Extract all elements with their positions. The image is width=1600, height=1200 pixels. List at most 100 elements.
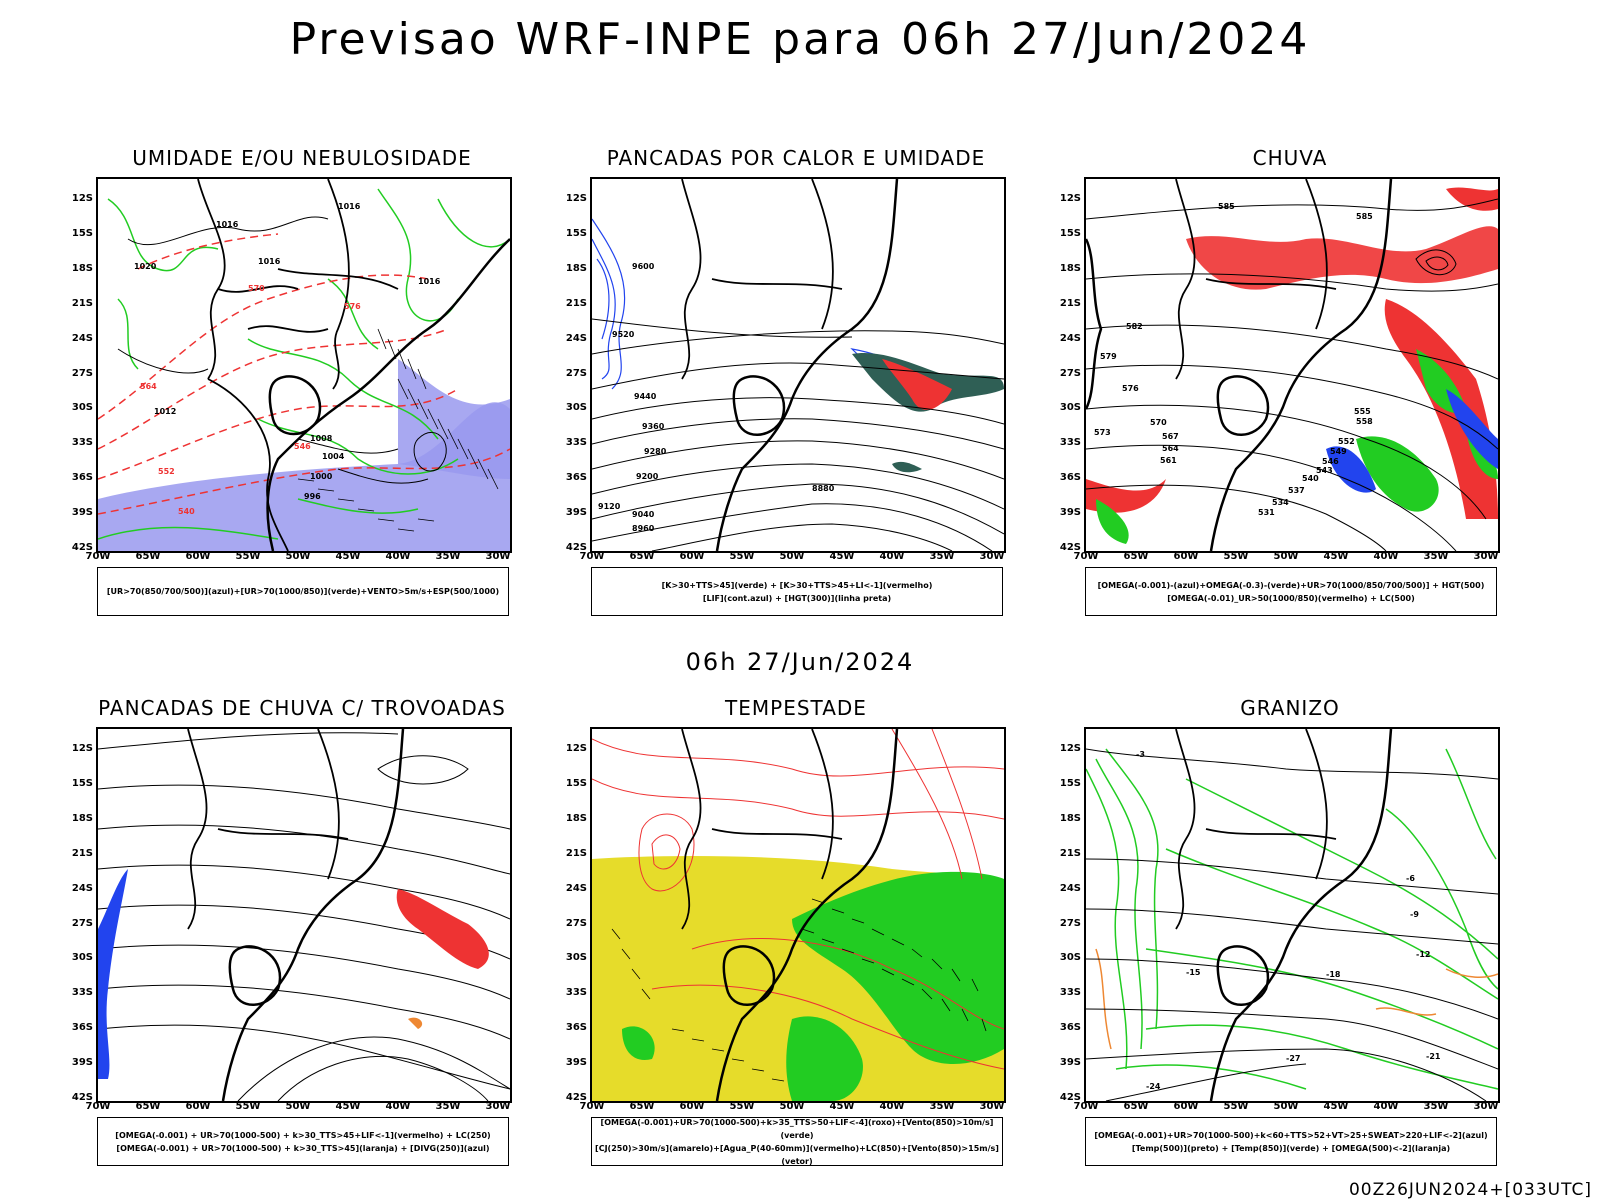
- lon-tick-label: 55W: [729, 551, 755, 562]
- lon-tick-label: 45W: [1323, 1101, 1349, 1112]
- legend-line: [LIF](cont.azul) + [HGT(300)](linha pret…: [702, 593, 892, 603]
- contour-label: 540: [1302, 474, 1319, 483]
- contour-label: 570: [248, 284, 265, 293]
- lat-tick-label: 27S: [71, 917, 93, 929]
- lon-tick-label: 45W: [335, 1101, 361, 1112]
- lat-tick-label: 33S: [1059, 987, 1081, 999]
- contour-label: 558: [1356, 417, 1373, 426]
- lat-tick-label: 33S: [565, 987, 587, 999]
- contour-label: 582: [1126, 322, 1143, 331]
- contour-label: 996: [304, 492, 321, 501]
- lon-tick-label: 65W: [629, 1101, 655, 1112]
- contour-label: 561: [1160, 456, 1177, 465]
- contour-label: 9600: [632, 262, 655, 271]
- lat-tick-label: 27S: [71, 367, 93, 379]
- lon-tick-label: 50W: [1273, 1101, 1299, 1112]
- contour-label: 1016: [418, 277, 441, 286]
- contour-label: -12: [1416, 950, 1430, 959]
- lon-tick-label: 65W: [135, 1101, 161, 1112]
- lon-tick-label: 35W: [435, 1101, 461, 1112]
- panel-title-pancadas-calor: PANCADAS POR CALOR E UMIDADE: [606, 146, 986, 170]
- panel-title-chuva: CHUVA: [1252, 146, 1328, 170]
- contour-label: -27: [1286, 1054, 1300, 1063]
- lat-tick-label: 30S: [71, 952, 93, 964]
- lon-tick-label: 70W: [579, 551, 605, 562]
- contour-label: -24: [1146, 1082, 1161, 1091]
- lon-tick-label: 30W: [1473, 1101, 1499, 1112]
- lon-tick-label: 40W: [879, 551, 905, 562]
- lat-tick-label: 15S: [71, 227, 93, 239]
- lat-tick-label: 27S: [1059, 917, 1081, 929]
- lat-tick-label: 12S: [565, 743, 587, 754]
- map-granizo: -3 -6 -9 -12 -15 -18 -21 -24 -27: [1084, 727, 1500, 1103]
- contour-label: 1012: [154, 407, 176, 416]
- lon-tick-label: 35W: [929, 551, 955, 562]
- lon-tick-label: 55W: [235, 551, 261, 562]
- lon-tick-label: 50W: [779, 1101, 805, 1112]
- contour-label: 549: [1330, 447, 1347, 456]
- contour-label: -15: [1186, 968, 1201, 977]
- lat-tick-label: 42S: [565, 1092, 587, 1103]
- lat-tick-label: 18S: [71, 812, 93, 824]
- legend-pancadas-trovoadas: [OMEGA(-0.001) + UR>70(1000-500) + k>30_…: [97, 1117, 509, 1166]
- contour-label: 8880: [812, 484, 835, 493]
- panel-title-pancadas-trovoadas: PANCADAS DE CHUVA C/ TROVOADAS: [98, 696, 506, 720]
- lon-tick-label: 55W: [729, 1101, 755, 1112]
- lat-tick-label: 42S: [71, 1092, 93, 1103]
- contour-label: 1016: [338, 202, 361, 211]
- lon-tick-label: 40W: [1373, 551, 1399, 562]
- legend-line: [UR>70(850/700/500)](azul)+[UR>70(1000/8…: [106, 587, 500, 596]
- lon-tick-label: 60W: [1173, 551, 1199, 562]
- legend-line: [OMEGA(-0.001) + UR>70(1000-500) + k>30_…: [116, 1143, 490, 1153]
- lat-tick-label: 15S: [1059, 227, 1081, 239]
- contour-label: 531: [1258, 508, 1275, 517]
- lat-tick-label: 18S: [1059, 262, 1081, 274]
- legend-granizo: [OMEGA(-0.001)+UR>70(1000-500)+k<60+TTS>…: [1085, 1117, 1497, 1166]
- lat-tick-label: 33S: [71, 987, 93, 999]
- lat-tick-label: 42S: [1059, 1092, 1081, 1103]
- contour-label: 1016: [258, 257, 281, 266]
- lat-tick-label: 33S: [565, 437, 587, 449]
- lat-tick-label: 21S: [1059, 847, 1081, 859]
- lon-tick-label: 65W: [1123, 551, 1149, 562]
- lon-tick-label: 50W: [285, 1101, 311, 1112]
- lat-tick-label: 42S: [565, 542, 587, 553]
- contour-label: 9120: [598, 502, 621, 511]
- lon-tick-label: 70W: [85, 1101, 111, 1112]
- contour-label: 585: [1356, 212, 1373, 221]
- map-chuva: 585 585 582 579 576 573 570 567 564 561 …: [1084, 177, 1500, 553]
- lon-tick-label: 35W: [929, 1101, 955, 1112]
- lat-tick-label: 21S: [1059, 297, 1081, 309]
- contour-label: 8960: [632, 524, 655, 533]
- lon-tick-label: 60W: [679, 1101, 705, 1112]
- map-pancadas-trovoadas: [96, 727, 512, 1103]
- legend-line: [OMEGA(-0.001)-(azul)+OMEGA(-0.3)-(verde…: [1097, 580, 1485, 590]
- subtitle: 06h 27/Jun/2024: [685, 648, 915, 676]
- lon-tick-label: 55W: [1223, 551, 1249, 562]
- lon-tick-label: 70W: [579, 1101, 605, 1112]
- legend-line: [OMEGA(-0.001)+UR>70(1000-500)+k>35_TTS>…: [600, 1117, 994, 1140]
- legend-line: [OMEGA(-0.01)_UR>50(1000/850)(vermelho) …: [1167, 593, 1415, 603]
- lat-tick-label: 15S: [565, 227, 587, 239]
- lat-tick-label: 18S: [1059, 812, 1081, 824]
- lat-tick-label: 12S: [565, 193, 587, 204]
- contour-label: 9280: [644, 447, 667, 456]
- contour-label: 9200: [636, 472, 659, 481]
- contour-label: 546: [1322, 457, 1339, 466]
- legend-chuva: [OMEGA(-0.001)-(azul)+OMEGA(-0.3)-(verde…: [1085, 567, 1497, 616]
- lon-tick-label: 50W: [285, 551, 311, 562]
- contour-label: 1000: [310, 472, 333, 481]
- lon-tick-label: 30W: [1473, 551, 1499, 562]
- lat-tick-label: 36S: [565, 1022, 587, 1034]
- contour-label: -21: [1426, 1052, 1441, 1061]
- contour-label: 546: [294, 442, 311, 451]
- contour-label: 576: [1122, 384, 1139, 393]
- lon-tick-label: 65W: [1123, 1101, 1149, 1112]
- lon-tick-label: 65W: [629, 551, 655, 562]
- lat-tick-label: 24S: [1059, 882, 1081, 894]
- lon-tick-label: 30W: [979, 551, 1005, 562]
- lat-tick-label: 42S: [1059, 542, 1081, 553]
- lat-tick-label: 39S: [1059, 507, 1081, 519]
- lat-tick-label: 12S: [1059, 743, 1081, 754]
- lat-tick-label: 12S: [71, 743, 93, 754]
